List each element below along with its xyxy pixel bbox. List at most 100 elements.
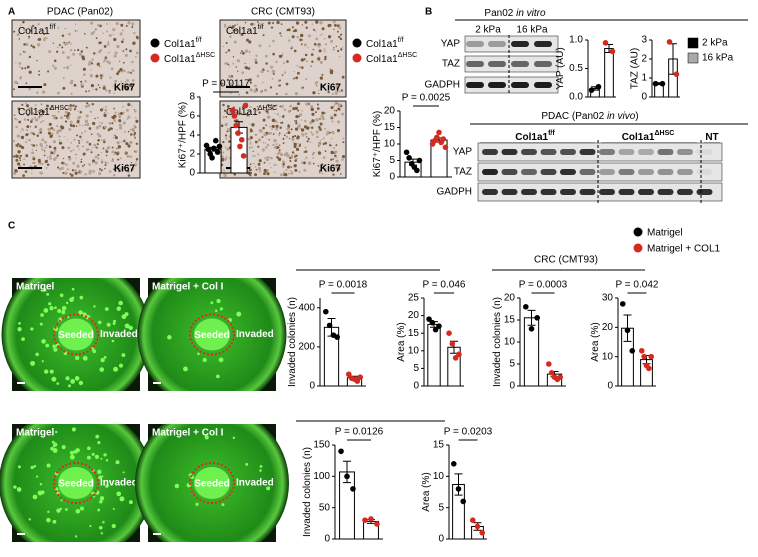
- stain-dot: [88, 90, 90, 92]
- y-tick-label: 3: [641, 35, 647, 46]
- stain-dot: [113, 107, 115, 110]
- colony: [16, 487, 22, 492]
- stain-dot: [13, 140, 15, 142]
- stain-dot: [337, 49, 340, 53]
- y-axis-label: Ki67⁺/HPF (%): [177, 102, 188, 168]
- stain-dot: [135, 164, 138, 166]
- stain-dot: [54, 116, 58, 120]
- colony: [46, 463, 51, 468]
- condition-label: 16 kPa: [516, 25, 548, 36]
- stain-dot: [130, 128, 132, 131]
- stain-dot: [338, 35, 341, 39]
- colony: [61, 305, 67, 311]
- stain-dot: [43, 151, 46, 153]
- stain-dot: [261, 148, 265, 152]
- colony: [100, 457, 103, 460]
- stain-dot: [83, 73, 86, 77]
- y-tick-label: 50: [319, 502, 331, 513]
- stain-dot: [319, 140, 322, 142]
- stain-dot: [120, 23, 124, 27]
- stain-dot: [95, 74, 99, 78]
- stain-dot: [295, 154, 298, 158]
- stain-dot: [45, 104, 49, 108]
- stain-dot: [336, 102, 338, 104]
- stain-dot: [259, 170, 261, 173]
- stain-dot: [47, 69, 50, 72]
- stain-dot: [47, 127, 51, 131]
- stain-dot: [25, 141, 28, 144]
- colony: [30, 327, 34, 331]
- stain-dot: [119, 157, 122, 160]
- stain-dot: [19, 53, 22, 56]
- stain-dot: [273, 105, 276, 108]
- blot-band: [638, 169, 654, 175]
- stain-dot: [317, 59, 319, 61]
- stain-dot: [322, 137, 325, 140]
- stain-dot: [270, 166, 272, 169]
- stain-dot: [39, 113, 43, 118]
- data-point: [528, 326, 535, 332]
- stain-dot: [28, 25, 31, 27]
- stain-dot: [337, 120, 341, 124]
- data-point: [557, 374, 564, 381]
- stain-dot: [79, 110, 83, 114]
- stain-dot: [291, 35, 295, 39]
- stain-dot: [134, 150, 138, 153]
- stain-dot: [26, 113, 29, 116]
- stain-dot: [31, 112, 35, 115]
- stain-dot: [317, 89, 320, 92]
- stain-dot: [298, 102, 300, 104]
- stain-dot: [309, 141, 312, 143]
- blot-band: [501, 169, 518, 175]
- stain-dot: [70, 42, 72, 45]
- stain-dot: [276, 20, 280, 25]
- stain-dot: [255, 88, 258, 90]
- stain-dot: [119, 60, 121, 62]
- stain-dot: [315, 111, 317, 114]
- stain-dot: [311, 152, 315, 156]
- stain-dot: [320, 166, 323, 169]
- stain-dot: [127, 170, 130, 173]
- stain-dot: [84, 130, 87, 133]
- stain-dot: [256, 106, 259, 108]
- stain-dot: [334, 150, 338, 154]
- legend-marker: [687, 52, 699, 64]
- superscript: ΔHSC: [50, 105, 69, 112]
- legend-label: Col1a1f/f: [366, 37, 404, 49]
- stain-dot: [335, 45, 338, 48]
- stain-dot: [236, 112, 240, 116]
- stain-dot: [56, 154, 59, 157]
- colony: [113, 366, 119, 372]
- stain-dot: [102, 138, 106, 142]
- stain-dot: [15, 158, 19, 162]
- stain-dot: [286, 127, 290, 131]
- y-tick-label: 20: [408, 310, 420, 321]
- stain-dot: [249, 142, 252, 145]
- superscript: ΔHSC: [398, 52, 417, 59]
- stain-dot: [336, 30, 339, 33]
- stain-dot: [316, 164, 319, 167]
- stain-dot: [273, 139, 277, 143]
- colony: [100, 532, 103, 535]
- stain-dot: [23, 163, 26, 166]
- stain-dot: [49, 108, 52, 111]
- stain-dot: [102, 147, 105, 150]
- stain-dot: [288, 137, 291, 140]
- y-tick-label: 0: [607, 381, 613, 392]
- seed-ring: [189, 462, 235, 504]
- stain-dot: [334, 92, 338, 95]
- stain-dot: [38, 70, 40, 73]
- stain-dot: [38, 116, 41, 119]
- stain-dot: [266, 69, 270, 73]
- stain-dot: [265, 62, 268, 65]
- stain-dot: [96, 62, 100, 66]
- stain-dot: [90, 31, 94, 36]
- y-tick-label: 100: [313, 471, 330, 482]
- stain-dot: [49, 157, 52, 160]
- stain-dot: [229, 92, 232, 94]
- stain-dot: [63, 114, 66, 117]
- stain-dot: [69, 48, 73, 52]
- stain-dot: [63, 136, 65, 138]
- image-label: Col1a1ΔHSC: [18, 105, 69, 117]
- colony: [79, 506, 85, 511]
